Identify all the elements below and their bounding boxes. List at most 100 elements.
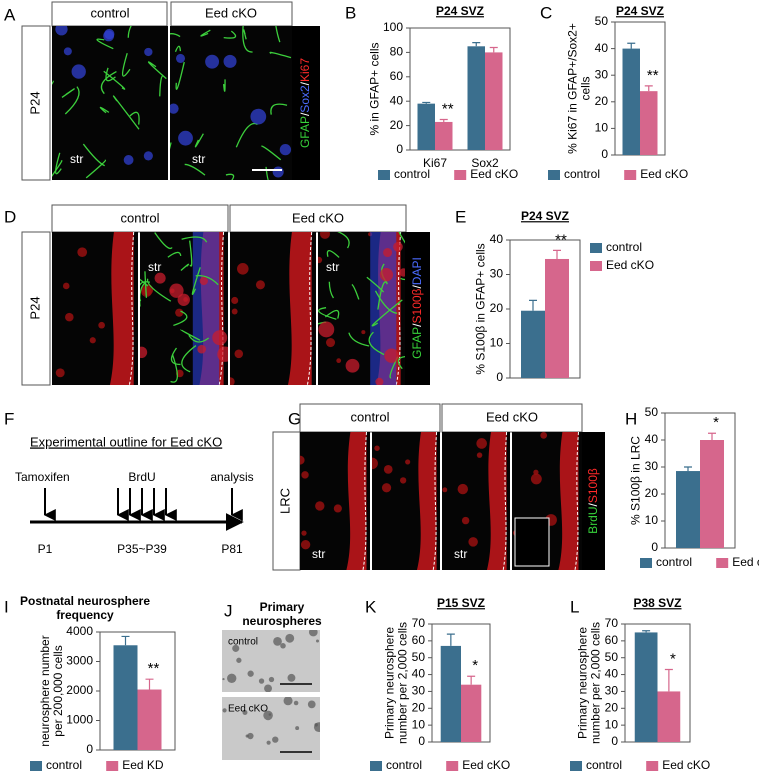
fiber: [275, 26, 281, 43]
y-tick-label: 40: [645, 432, 659, 446]
fiber: [348, 332, 370, 347]
fiber: [173, 310, 188, 327]
header-box: [51, 1, 168, 27]
row-label: P24: [27, 296, 42, 319]
fiber: [159, 75, 164, 97]
fiber: [191, 267, 201, 295]
stain-strip: [292, 26, 320, 180]
row-box: [21, 231, 51, 386]
cell: [530, 473, 542, 485]
ventricle-line: [306, 232, 313, 385]
nucleus: [197, 344, 207, 354]
nucleus: [399, 268, 405, 277]
fiber: [52, 80, 54, 85]
panel-letter: A: [4, 5, 16, 24]
error-bar: [529, 299, 537, 311]
cell: [405, 459, 411, 465]
fiber: [368, 331, 385, 356]
plot-frame: [409, 27, 511, 151]
panel-letter: D: [4, 207, 16, 226]
nucleus: [250, 108, 267, 125]
legend-label: control: [46, 758, 82, 772]
cell: [301, 471, 309, 479]
fiber: [180, 263, 190, 271]
y-tick-label: 40: [412, 667, 426, 681]
fiber: [61, 88, 75, 98]
micrograph: [442, 432, 510, 570]
sphere: [293, 700, 299, 706]
blue-layer: [192, 232, 220, 385]
stain-part: GFAP: [298, 116, 312, 148]
fiber: [188, 334, 210, 343]
legend-label: Eed cKO: [470, 167, 518, 181]
cell: [476, 452, 483, 458]
legend-label: control: [586, 758, 622, 772]
chart-title: P24 SVZ: [436, 4, 484, 18]
nucleus: [178, 130, 193, 146]
nucleus: [379, 268, 394, 282]
stain-part: /: [298, 112, 312, 116]
red-band: [558, 432, 579, 570]
ventricle-line: [218, 232, 225, 385]
y-tick-label: 10: [412, 717, 426, 731]
fiber: [85, 159, 107, 179]
y-tick-label: 0: [496, 370, 503, 384]
nucleus: [140, 346, 148, 358]
stain-part: /: [586, 502, 600, 506]
y-tick-label: 2000: [66, 683, 93, 697]
legend-label: Eed cKO: [462, 758, 510, 772]
fiber: [326, 249, 340, 258]
sphere: [308, 630, 318, 637]
event-label: BrdU: [128, 470, 155, 484]
nucleus: [144, 47, 153, 57]
fiber: [174, 45, 182, 52]
nucleus: [103, 30, 115, 42]
cell: [65, 312, 74, 322]
panel-letter: H: [625, 409, 637, 428]
nucleus: [154, 272, 166, 284]
sphere: [245, 734, 249, 738]
legend-swatch: [590, 261, 602, 271]
cell: [476, 438, 487, 449]
cell: [175, 308, 184, 317]
stain-part: Sox2: [298, 85, 312, 113]
y-tick-label: 40: [595, 41, 609, 55]
legend-label: Eed KD: [122, 758, 164, 772]
nucleus: [383, 248, 393, 258]
significance: **: [647, 67, 659, 84]
legend-swatch: [370, 761, 382, 771]
column-header: control: [350, 409, 389, 424]
fiber: [243, 29, 247, 40]
error-bar: [422, 101, 431, 104]
stain-strip: [582, 432, 605, 570]
fiber: [99, 106, 110, 114]
bar: [634, 632, 658, 742]
y-axis-label: number per 2,000 cells: [589, 622, 603, 744]
nucleus: [345, 358, 360, 373]
micrograph: [230, 232, 316, 385]
cell: [325, 337, 336, 348]
cell: [333, 504, 342, 513]
error-bar: [446, 633, 455, 646]
fiber: [140, 281, 151, 302]
legend-swatch: [590, 243, 602, 253]
red-band: [416, 432, 437, 570]
nucleus: [169, 283, 184, 298]
y-tick-label: 40: [490, 232, 504, 246]
y-tick-label: 20: [412, 700, 426, 714]
sphere: [268, 713, 271, 716]
y-tick-label: 3000: [66, 654, 93, 668]
bar: [137, 689, 162, 750]
fiber: [324, 309, 340, 319]
fiber: [146, 278, 172, 302]
sphere: [268, 676, 275, 683]
y-tick-label: 80: [390, 45, 404, 59]
y-tick-label: 40: [605, 667, 619, 681]
fiber: [223, 30, 237, 39]
panel-a: A control Eed cKO P24 GFAP/Sox2/Ki67 str…: [4, 1, 320, 181]
legend-label: control: [564, 167, 600, 181]
ventricle-line: [502, 432, 508, 570]
sphere: [247, 670, 254, 677]
sphere: [283, 697, 293, 706]
micrograph: [222, 697, 320, 760]
